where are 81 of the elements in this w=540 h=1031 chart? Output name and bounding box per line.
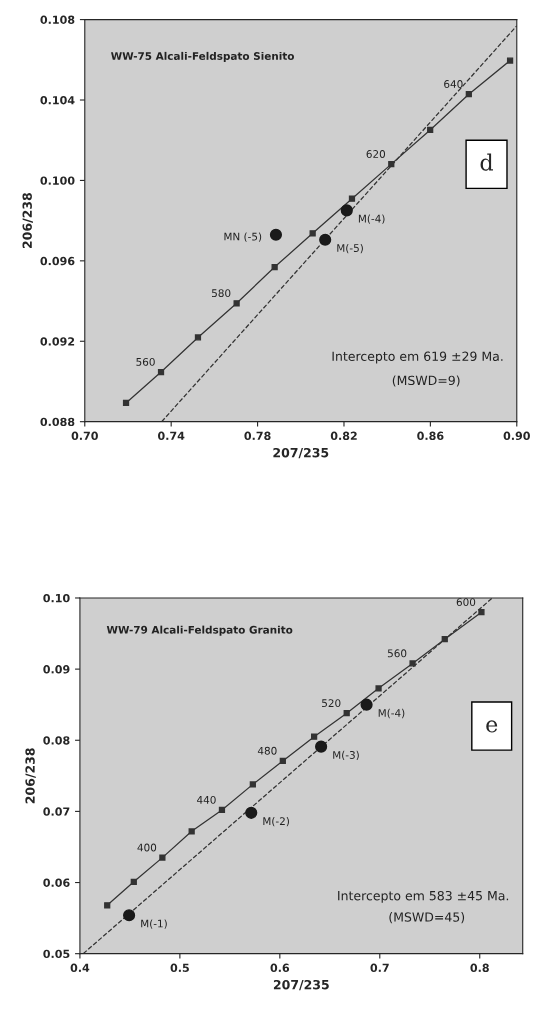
y-tick-label: 0.088 [40, 417, 75, 427]
text: WW-75 Alcali-Feldspato Sienito [111, 51, 295, 62]
annotation: Intercepto em 583 ±45 Ma. [338, 890, 509, 903]
annotation: 520 [322, 699, 341, 708]
annotation: 560 [136, 357, 155, 366]
point [104, 902, 111, 909]
annotation: 560 [387, 649, 407, 658]
annotation: (MSWD=45) [389, 912, 465, 924]
y-axis-title: 206/238 [22, 193, 33, 249]
annotation: 400 [137, 843, 157, 852]
y-tick-label: 0.108 [40, 15, 75, 24]
annotation: 440 [197, 795, 216, 804]
x-tick-label: 0.70 [71, 431, 98, 440]
x-tick-label: 0.78 [244, 431, 271, 440]
point [123, 909, 136, 922]
annotation: M(-4) [358, 214, 385, 224]
point [343, 710, 350, 717]
x-tick-label: 0.6 [270, 963, 290, 972]
x-tick-label: 0.86 [417, 431, 444, 440]
point [122, 399, 130, 407]
annotation: 480 [257, 746, 277, 755]
point [465, 91, 472, 98]
y-tick-label: 0.10 [43, 593, 70, 603]
x-tick-label: 0.8 [470, 963, 489, 972]
point [340, 204, 353, 217]
point [478, 609, 485, 616]
x-tick-label: 0.90 [503, 431, 530, 440]
y-tick-label: 0.096 [40, 256, 75, 266]
point [315, 740, 328, 753]
annotation: e [486, 720, 498, 733]
point [409, 660, 416, 667]
x-tick-label: 0.7 [370, 963, 389, 972]
y-tick-label: 0.08 [43, 736, 70, 745]
x-tick-label: 0.4 [70, 963, 90, 972]
point [130, 878, 137, 885]
point [188, 828, 195, 835]
annotation: M(-2) [263, 817, 289, 827]
point [269, 228, 283, 241]
point [271, 263, 278, 271]
point [233, 300, 240, 307]
x-tick-label: 0.82 [330, 431, 357, 440]
point [309, 230, 316, 237]
y-tick-label: 0.06 [43, 878, 70, 887]
point [427, 126, 434, 134]
annotation: Intercepto em 619 ±29 Ma. [332, 351, 503, 364]
y-tick-label: 0.05 [43, 949, 70, 959]
y-tick-label: 0.092 [40, 337, 75, 346]
annotation: M(-4) [378, 708, 405, 719]
annotation: 600 [456, 598, 476, 607]
annotation: M(-3) [333, 750, 359, 761]
point [310, 733, 318, 740]
y-tick-label: 0.104 [40, 95, 75, 105]
annotation: (MSWD=9) [392, 375, 460, 387]
x-axis-title: 207/235 [273, 447, 329, 459]
y-tick-label: 0.09 [43, 665, 70, 674]
text: WW-79 Alcali-Feldspato Granito [106, 625, 293, 636]
annotation: 640 [444, 80, 463, 88]
point [375, 685, 382, 692]
y-axis-title: 206/238 [25, 748, 36, 804]
annotation: 620 [366, 150, 386, 158]
point [319, 233, 332, 246]
point [348, 195, 356, 202]
point [157, 368, 165, 376]
annotation: M(-1) [141, 919, 167, 929]
annotation: d [480, 153, 493, 171]
point [506, 57, 514, 64]
point [245, 806, 258, 819]
point [279, 757, 286, 765]
point [360, 698, 373, 711]
point [159, 854, 166, 861]
x-axis-title: 207/235 [273, 979, 329, 991]
y-tick-label: 0.100 [40, 176, 75, 185]
annotation: 580 [211, 289, 231, 298]
point [249, 781, 256, 788]
point [194, 334, 202, 341]
y-tick-label: 0.07 [43, 807, 70, 816]
x-tick-label: 0.74 [158, 431, 185, 440]
annotation: MN (-5) [224, 232, 262, 242]
annotation: M(-5) [337, 243, 363, 254]
point [218, 806, 226, 814]
x-tick-label: 0.5 [170, 963, 189, 972]
